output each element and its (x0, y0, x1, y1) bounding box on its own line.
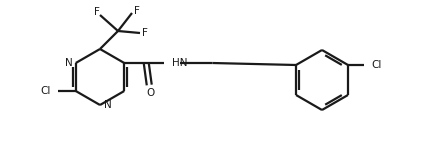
Text: N: N (65, 58, 73, 68)
Text: F: F (142, 28, 148, 38)
Text: HN: HN (172, 58, 188, 68)
Text: N: N (104, 100, 112, 110)
Text: F: F (134, 6, 140, 16)
Text: F: F (94, 7, 100, 17)
Text: O: O (146, 88, 154, 98)
Text: Cl: Cl (40, 86, 51, 96)
Text: Cl: Cl (371, 60, 381, 70)
